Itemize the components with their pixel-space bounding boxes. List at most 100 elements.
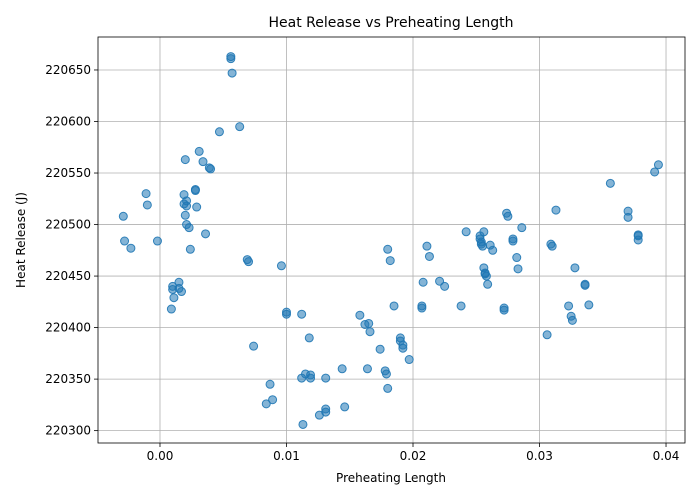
data-point bbox=[542, 330, 552, 340]
data-point bbox=[547, 241, 557, 251]
data-point bbox=[180, 210, 190, 220]
data-point bbox=[551, 205, 561, 215]
y-tick-label: 220400 bbox=[45, 321, 91, 335]
data-point bbox=[479, 227, 489, 237]
data-point bbox=[142, 200, 152, 210]
data-point bbox=[281, 309, 291, 319]
x-tick-label: 0.01 bbox=[273, 449, 300, 463]
data-point bbox=[192, 202, 202, 212]
data-point bbox=[440, 281, 450, 291]
data-point bbox=[398, 343, 408, 353]
data-point bbox=[499, 305, 509, 315]
data-point bbox=[362, 364, 372, 374]
data-point bbox=[404, 355, 414, 365]
data-point bbox=[126, 243, 136, 253]
data-point bbox=[314, 410, 324, 420]
data-point bbox=[194, 146, 204, 156]
data-point bbox=[206, 164, 216, 174]
data-point bbox=[268, 395, 278, 405]
data-points bbox=[118, 52, 663, 429]
data-point bbox=[226, 54, 236, 64]
data-point bbox=[321, 373, 331, 383]
data-point bbox=[118, 211, 128, 221]
data-point bbox=[120, 236, 130, 246]
data-point bbox=[298, 419, 308, 429]
data-point bbox=[508, 236, 518, 246]
data-point bbox=[650, 167, 660, 177]
data-point bbox=[580, 279, 590, 289]
data-point bbox=[364, 318, 374, 328]
data-point bbox=[418, 277, 428, 287]
data-point bbox=[201, 229, 211, 239]
y-tick-label: 220300 bbox=[45, 424, 91, 438]
data-point bbox=[383, 244, 393, 254]
data-point bbox=[184, 223, 194, 233]
data-point bbox=[244, 257, 254, 267]
data-point bbox=[169, 293, 179, 303]
data-point bbox=[276, 261, 286, 271]
grid-lines bbox=[98, 37, 685, 443]
data-point bbox=[483, 279, 493, 289]
data-point bbox=[381, 369, 391, 379]
data-point bbox=[488, 245, 498, 255]
data-point bbox=[198, 157, 208, 167]
data-point bbox=[182, 196, 192, 206]
data-point bbox=[456, 301, 466, 311]
y-tick-label: 220600 bbox=[45, 114, 91, 128]
data-point bbox=[570, 263, 580, 273]
data-point bbox=[503, 211, 513, 221]
data-point bbox=[389, 301, 399, 311]
data-point bbox=[297, 309, 307, 319]
y-axis-label: Heat Release (J) bbox=[14, 192, 28, 288]
chart-title: Heat Release vs Preheating Length bbox=[268, 15, 513, 31]
data-point bbox=[340, 402, 350, 412]
data-point bbox=[633, 235, 643, 245]
data-point bbox=[265, 379, 275, 389]
data-point bbox=[152, 236, 162, 246]
data-point bbox=[227, 68, 237, 78]
data-point bbox=[517, 223, 527, 233]
data-point bbox=[478, 241, 488, 251]
data-point bbox=[653, 160, 663, 170]
data-point bbox=[461, 227, 471, 237]
data-point bbox=[605, 178, 615, 188]
data-point bbox=[141, 189, 151, 199]
data-point bbox=[297, 373, 307, 383]
data-point bbox=[180, 155, 190, 165]
axis-ticks: 0.00 0.01 0.02 0.03 0.04 220300 220350 220400 22… bbox=[45, 63, 679, 463]
data-point bbox=[261, 399, 271, 409]
x-tick-label: 0.02 bbox=[400, 449, 427, 463]
x-tick-label: 0.00 bbox=[147, 449, 174, 463]
data-point bbox=[513, 264, 523, 274]
data-point bbox=[176, 287, 186, 297]
data-point bbox=[185, 244, 195, 254]
y-tick-label: 220350 bbox=[45, 372, 91, 386]
data-point bbox=[417, 303, 427, 313]
y-tick-label: 220650 bbox=[45, 63, 91, 77]
data-point bbox=[375, 344, 385, 354]
data-point bbox=[337, 364, 347, 374]
data-point bbox=[385, 256, 395, 266]
data-point bbox=[235, 122, 245, 132]
data-point bbox=[567, 315, 577, 325]
x-axis-label: Preheating Length bbox=[336, 471, 446, 485]
data-point bbox=[584, 300, 594, 310]
data-point bbox=[623, 212, 633, 222]
data-point bbox=[480, 268, 490, 278]
y-tick-label: 220500 bbox=[45, 218, 91, 232]
plot-frame bbox=[97, 36, 686, 444]
data-point bbox=[355, 310, 365, 320]
data-point bbox=[190, 186, 200, 196]
data-point bbox=[512, 253, 522, 263]
data-point bbox=[304, 333, 314, 343]
x-tick-label: 0.04 bbox=[653, 449, 680, 463]
data-point bbox=[365, 327, 375, 337]
data-point bbox=[422, 241, 432, 251]
data-point bbox=[564, 301, 574, 311]
data-point bbox=[424, 251, 434, 261]
data-point bbox=[166, 304, 176, 314]
data-point bbox=[306, 370, 316, 380]
data-point bbox=[249, 341, 259, 351]
